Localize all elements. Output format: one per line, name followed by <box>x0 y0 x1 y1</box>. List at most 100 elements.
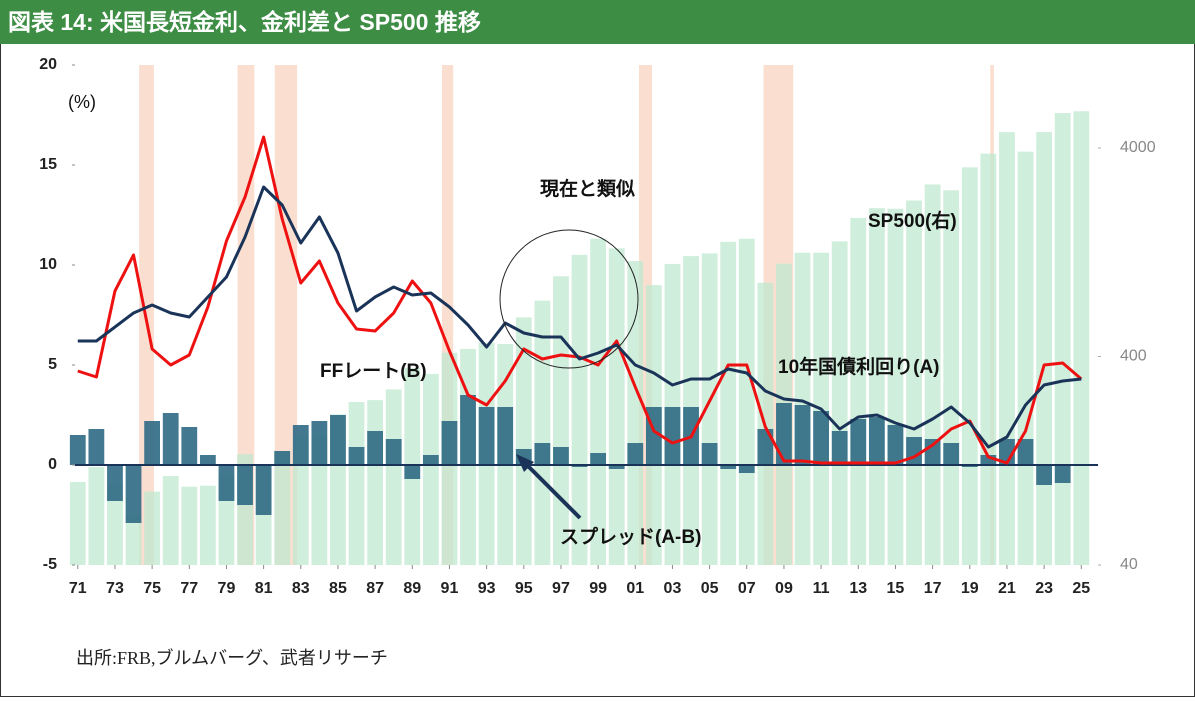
sp500-bar <box>107 484 123 565</box>
spread-bar <box>608 465 625 469</box>
x-tick-label: 81 <box>255 580 273 597</box>
spread-bar <box>422 455 439 465</box>
x-tick-label: 05 <box>701 580 719 597</box>
sp500-bar <box>1073 111 1090 566</box>
spread-bar <box>181 427 198 465</box>
sp500-bar <box>924 184 941 565</box>
spread-bar <box>88 429 105 465</box>
sp500-bar <box>534 300 551 565</box>
sp500-bar <box>868 208 885 566</box>
spread-bar <box>274 451 291 465</box>
sp500-bar <box>961 167 978 566</box>
sp500-bar <box>980 153 997 566</box>
y2-tick-label: 40 <box>1120 556 1138 573</box>
spread-bar <box>738 465 755 473</box>
spread-bar <box>162 413 179 465</box>
plot <box>69 65 1098 566</box>
sp500-bar <box>571 254 588 565</box>
y-unit: (%) <box>68 92 96 112</box>
spread-bar <box>330 415 346 465</box>
spread-bar <box>144 421 161 465</box>
y-tick-label: 0 <box>48 456 57 473</box>
sp500-bar <box>590 238 607 565</box>
sp500-bar <box>850 217 867 565</box>
sp500-bar <box>69 482 86 565</box>
spread-bar <box>794 405 811 465</box>
spread-bar <box>255 465 272 515</box>
line-series <box>77 185 1082 449</box>
spread-bar <box>590 453 607 465</box>
sp500-bar <box>943 190 960 565</box>
sp500-bar <box>831 241 848 565</box>
spread-bar <box>404 465 421 479</box>
spread-bar <box>924 439 941 465</box>
shaded-period <box>237 65 255 565</box>
spread-bar <box>813 411 830 465</box>
x-tick-label: 93 <box>478 580 496 597</box>
sp500-bar <box>88 467 105 565</box>
sp500-bar <box>181 486 198 565</box>
shaded-period <box>442 65 454 565</box>
spread-bar <box>107 465 123 501</box>
y-tick-label: 15 <box>39 156 57 173</box>
spread-bar <box>367 431 384 465</box>
x-tick-label: 01 <box>626 580 644 597</box>
x-tick-label: 13 <box>849 580 867 597</box>
x-tick-label: 07 <box>738 580 756 597</box>
x-tick-label: 09 <box>775 580 793 597</box>
sp500-bar <box>1054 113 1071 565</box>
spread-bar <box>1054 465 1071 483</box>
x-tick-label: 77 <box>180 580 198 597</box>
sp500-bar <box>627 261 644 565</box>
sp500-bar <box>162 475 179 565</box>
spread-bar <box>887 425 904 465</box>
spread-bar <box>385 439 402 465</box>
chart-title: 図表 14: 米国長短金利、金利差と SP500 推移 <box>8 9 481 35</box>
spread-bar <box>720 465 737 469</box>
spread-bar <box>1017 439 1034 465</box>
x-tick-label: 97 <box>552 580 570 597</box>
sp500-bar <box>887 208 904 565</box>
sp500-bar <box>274 450 291 565</box>
annotation: スプレッド(A-B) <box>560 525 701 548</box>
x-tick-label: 11 <box>813 580 830 597</box>
sp500-bar <box>515 317 532 565</box>
spread-bar <box>460 395 476 465</box>
source: 出所:FRB,ブルムバーグ、武者リサーチ <box>76 647 388 668</box>
sp500-bar <box>1036 132 1053 565</box>
spread-bar <box>850 419 867 465</box>
x-tick-label: 17 <box>924 580 942 597</box>
x-tick-label: 71 <box>69 580 87 597</box>
spread-bar <box>237 465 253 505</box>
y2-tick-label: 4000 <box>1120 139 1156 156</box>
x-tick-label: 15 <box>887 580 905 597</box>
annotation: 現在と類似 <box>540 177 635 200</box>
arrow-head <box>516 454 534 472</box>
spread-bar <box>292 425 309 465</box>
shaded-period <box>274 65 298 565</box>
x-tick-label: 21 <box>998 580 1016 597</box>
highlight-circle <box>499 229 639 369</box>
x-tick-label: 75 <box>143 580 161 597</box>
spread-bar <box>868 417 885 465</box>
spread-bar <box>311 421 328 465</box>
x-tick-label: 91 <box>441 580 459 597</box>
y-tick-label: 10 <box>39 256 57 273</box>
annotation: FFレート(B) <box>320 361 427 382</box>
sp500-bar <box>144 491 161 565</box>
spread-bar <box>497 407 514 465</box>
spread-bar <box>757 429 774 465</box>
spread-bar <box>906 437 922 465</box>
x-tick-label: 03 <box>664 580 682 597</box>
spread-bar <box>348 447 365 465</box>
x-tick-label: 83 <box>292 580 310 597</box>
sp500-bar <box>1017 151 1034 565</box>
x-tick-label: 25 <box>1072 580 1090 597</box>
spread-bar <box>943 443 960 465</box>
sp500-bar <box>553 276 569 565</box>
header <box>0 0 1195 44</box>
sp500-bar <box>125 515 142 565</box>
sp500-bar <box>348 401 365 565</box>
sp500-bar <box>999 132 1015 566</box>
